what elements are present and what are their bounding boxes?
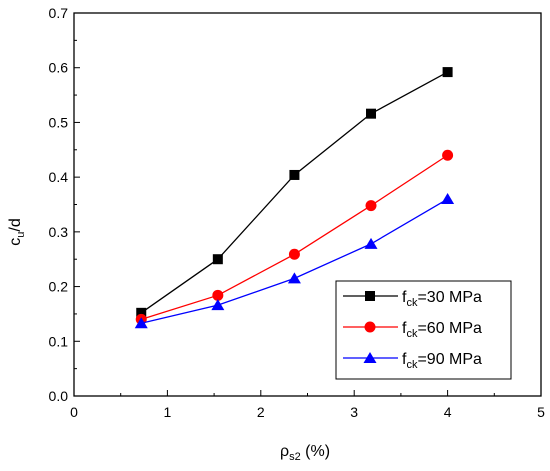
legend-marker xyxy=(364,321,376,333)
y-tick-label: 0.6 xyxy=(49,60,69,76)
legend-marker xyxy=(365,291,375,301)
x-axis: 0 1 2 3 4 5 xyxy=(70,390,545,420)
x-tick-label: 3 xyxy=(350,404,358,420)
data-point xyxy=(289,169,300,180)
y-tick-label: 0.3 xyxy=(49,224,69,240)
x-tick-label: 0 xyxy=(70,404,78,420)
x-tick-label: 5 xyxy=(537,404,545,420)
legend-entry: fck=30 MPa xyxy=(343,289,482,309)
data-point xyxy=(442,67,453,78)
x-axis-label: ρs2 (%) xyxy=(280,443,330,463)
data-point xyxy=(212,289,224,301)
y-axis-label: cu/d xyxy=(7,218,27,245)
legend-label: fck=30 MPa xyxy=(402,289,482,309)
series-3 xyxy=(134,193,455,329)
x-tick-label: 1 xyxy=(164,404,172,420)
data-point xyxy=(364,237,378,249)
y-tick-label: 0.1 xyxy=(49,333,69,349)
y-tick-label: 0.2 xyxy=(49,279,69,295)
x-tick-label: 2 xyxy=(257,404,265,420)
y-axis: 0.0 0.1 0.2 0.3 0.4 0.5 0.6 0.7 xyxy=(49,5,80,404)
data-point xyxy=(211,299,225,311)
data-point xyxy=(212,254,223,265)
data-point xyxy=(134,317,148,329)
y-tick-label: 0.4 xyxy=(49,169,69,185)
data-point xyxy=(288,248,300,260)
legend-label: fck=60 MPa xyxy=(402,320,482,340)
series-layer xyxy=(134,67,455,329)
data-point xyxy=(136,307,147,318)
data-point xyxy=(442,149,454,161)
data-point xyxy=(365,200,377,212)
legend-entry: fck=60 MPa xyxy=(343,320,482,340)
y-tick-label: 0.7 xyxy=(49,5,69,21)
y-tick-label: 0.0 xyxy=(49,388,69,404)
y-tick-label: 0.5 xyxy=(49,114,69,130)
data-point xyxy=(366,108,377,119)
legend-entry: fck=90 MPa xyxy=(343,351,482,371)
series-1 xyxy=(136,67,453,318)
legend-label: fck=90 MPa xyxy=(402,351,482,371)
legend: fck=30 MPa fck=60 MPa fck=90 MPa xyxy=(335,280,512,380)
x-tick-label: 4 xyxy=(444,404,452,420)
legend-marker xyxy=(363,352,377,363)
data-point xyxy=(441,193,455,205)
data-point xyxy=(287,272,301,284)
